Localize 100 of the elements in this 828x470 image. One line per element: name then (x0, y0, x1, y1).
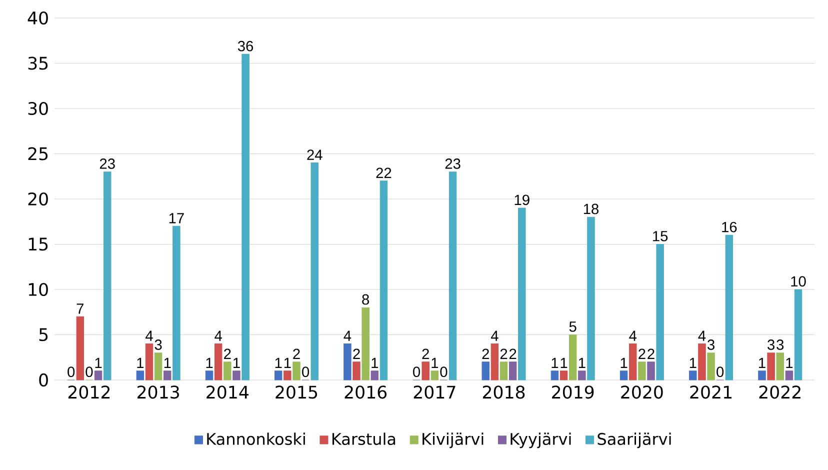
bar (698, 344, 706, 380)
data-label: 36 (238, 40, 254, 52)
data-label: 0 (413, 366, 420, 378)
bar (76, 316, 84, 380)
data-label: 23 (100, 158, 115, 169)
x-tick-label: 2012 (68, 386, 110, 399)
bar (785, 370, 794, 380)
x-tick-label: 2022 (759, 386, 800, 399)
data-label: 1 (275, 358, 282, 368)
bar (380, 180, 388, 380)
data-label: 1 (620, 358, 628, 368)
data-label: 15 (653, 231, 668, 242)
bar (500, 362, 508, 380)
bar (284, 370, 292, 380)
data-label: 0 (716, 366, 724, 378)
data-label: 2 (500, 348, 508, 359)
data-label: 24 (307, 150, 322, 160)
data-label: 4 (214, 330, 222, 341)
x-tick-label: 2020 (621, 386, 663, 399)
bar (490, 344, 499, 380)
bar (508, 362, 517, 380)
data-label: 2 (482, 348, 489, 359)
data-label: 7 (76, 304, 84, 314)
data-label: 2 (648, 348, 654, 359)
bar (352, 362, 360, 380)
bar (620, 370, 628, 380)
data-label: 4 (146, 330, 153, 341)
bar (638, 362, 646, 380)
bar (629, 344, 637, 380)
x-tick-label: 2016 (344, 386, 387, 399)
x-tick-label: 2018 (482, 386, 525, 399)
bar (758, 370, 766, 380)
y-tick-label: 25 (28, 147, 48, 160)
bar (103, 172, 112, 380)
bar (154, 352, 162, 380)
data-label: 8 (362, 294, 370, 305)
bar (344, 344, 352, 380)
data-label: 3 (708, 340, 714, 350)
bar (164, 370, 172, 380)
bar (205, 370, 214, 380)
bar (310, 162, 318, 380)
y-tick-label: 35 (28, 56, 48, 70)
bar (689, 370, 697, 380)
data-label: 2 (638, 348, 646, 359)
data-label: 10 (791, 276, 806, 287)
data-label: 1 (233, 358, 240, 368)
data-label: 2 (509, 348, 516, 359)
data-label: 1 (690, 358, 696, 368)
data-label: 1 (95, 358, 102, 368)
bar (430, 370, 439, 380)
bar (560, 370, 568, 380)
bar (725, 234, 734, 380)
bar (482, 362, 490, 380)
x-tick-label: 2019 (552, 386, 594, 399)
y-tick-label: 10 (28, 282, 48, 296)
legend-label: Kivijärvi (422, 432, 484, 448)
bar (794, 289, 802, 380)
bar (362, 307, 370, 380)
bar (518, 208, 526, 380)
data-label: 17 (169, 213, 184, 224)
bar (578, 370, 586, 380)
bar (292, 362, 300, 380)
bar (647, 362, 655, 380)
y-tick-label: 0 (39, 373, 48, 387)
data-label: 2 (353, 348, 360, 359)
bar (707, 352, 715, 380)
data-label: 2 (293, 348, 300, 359)
y-tick-label: 5 (39, 328, 48, 342)
data-label: 2 (422, 348, 429, 359)
data-label: 0 (440, 366, 448, 378)
y-tick-label: 20 (28, 192, 48, 206)
data-label: 4 (629, 330, 637, 341)
data-label: 19 (514, 194, 530, 206)
data-label: 1 (578, 358, 586, 368)
y-tick-label: 30 (28, 102, 48, 116)
data-label: 4 (344, 330, 352, 341)
x-tick-label: 2021 (690, 386, 732, 399)
data-label: 2 (224, 348, 231, 359)
y-tick-label: 40 (28, 11, 48, 25)
bar (94, 370, 102, 380)
x-tick-label: 2015 (276, 386, 318, 399)
data-label: 3 (768, 340, 774, 350)
data-label: 0 (68, 366, 75, 378)
bar (568, 334, 577, 380)
data-label: 22 (376, 168, 392, 178)
x-tick-label: 2017 (414, 386, 456, 399)
x-tick-label: 2014 (206, 386, 248, 399)
bar (550, 370, 559, 380)
data-label: 1 (552, 358, 558, 368)
data-label: 0 (86, 366, 93, 378)
bar (422, 362, 430, 380)
bar (242, 54, 250, 380)
data-label: 1 (206, 358, 213, 368)
data-label: 1 (164, 358, 171, 368)
data-label: 23 (445, 158, 460, 169)
y-tick-label: 15 (28, 238, 48, 251)
bar (656, 244, 664, 380)
data-label: 1 (137, 358, 144, 368)
bar (767, 352, 775, 380)
data-label: 5 (569, 322, 576, 332)
